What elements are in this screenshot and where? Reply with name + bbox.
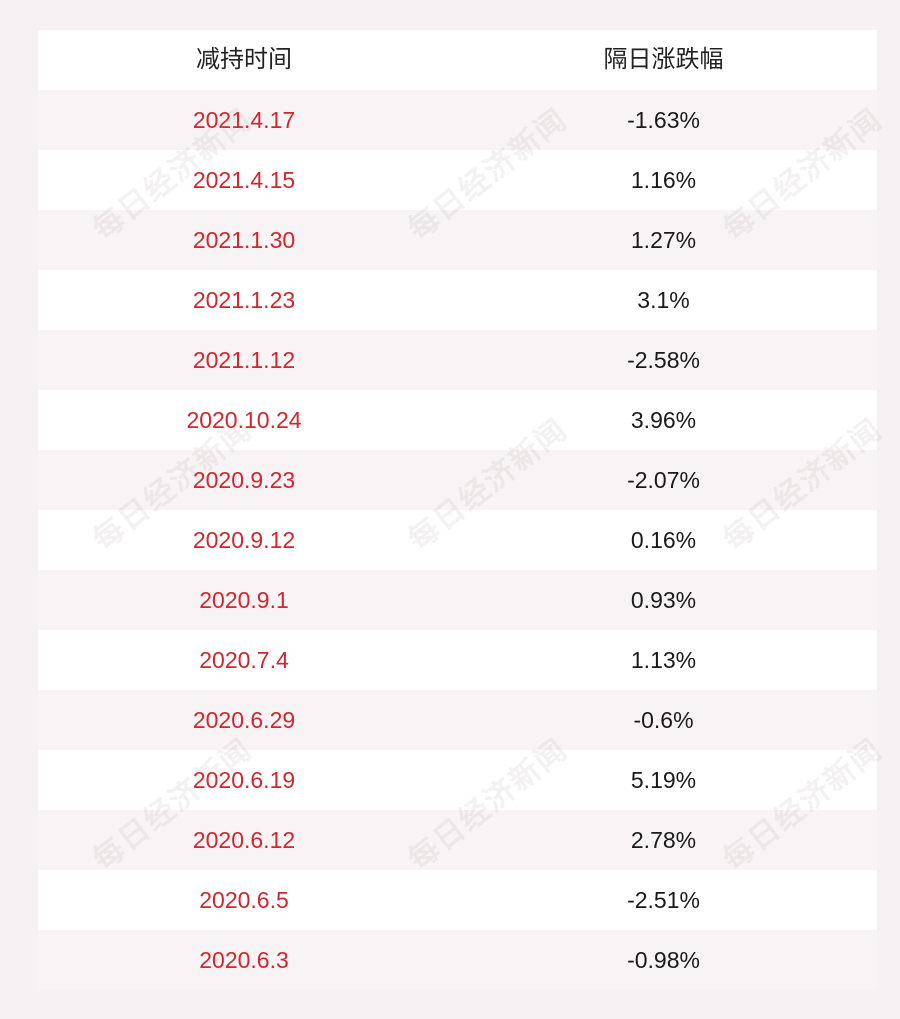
- reduction-date: 2020.9.1: [199, 587, 289, 613]
- table-row: 2020.9.1 0.93%: [38, 570, 877, 630]
- next-day-change: 3.1%: [637, 287, 690, 313]
- next-day-change: -1.63%: [627, 107, 700, 133]
- reduction-date: 2020.6.12: [192, 827, 296, 853]
- next-day-change: 5.19%: [630, 767, 697, 793]
- next-day-change: 1.27%: [630, 227, 697, 253]
- next-day-change: -2.07%: [627, 467, 700, 493]
- next-day-change: -2.51%: [627, 887, 700, 913]
- next-day-change: 3.96%: [630, 407, 697, 433]
- table-row: 2020.6.19 5.19%: [38, 750, 877, 810]
- table-row: 2020.6.3 -0.98%: [38, 930, 877, 990]
- table-row: 2021.1.30 1.27%: [38, 210, 877, 270]
- next-day-change: -0.6%: [633, 707, 694, 733]
- next-day-change: -2.58%: [627, 347, 700, 373]
- reduction-date: 2021.4.17: [192, 107, 296, 133]
- next-day-change: 1.16%: [630, 167, 697, 193]
- next-day-change: 1.13%: [630, 647, 697, 673]
- header-next-day-change: 隔日涨跌幅: [603, 46, 724, 73]
- table-row: 2020.6.5 -2.51%: [38, 870, 877, 930]
- next-day-change: 0.93%: [630, 587, 697, 613]
- reduction-table: 减持时间 隔日涨跌幅 2021.4.17 -1.63% 2021.4.15 1.16%…: [38, 30, 877, 990]
- table-row: 2020.7.4 1.13%: [38, 630, 877, 690]
- reduction-date: 2021.1.30: [192, 227, 296, 253]
- reduction-date: 2021.1.12: [192, 347, 296, 373]
- reduction-date: 2020.9.12: [192, 527, 296, 553]
- reduction-date: 2020.7.4: [199, 647, 289, 673]
- reduction-date: 2020.6.29: [192, 707, 296, 733]
- reduction-date: 2020.10.24: [186, 407, 302, 433]
- table-row: 2021.1.12 -2.58%: [38, 330, 877, 390]
- next-day-change: -0.98%: [627, 947, 700, 973]
- reduction-date: 2021.1.23: [192, 287, 296, 313]
- table-row: 2020.10.24 3.96%: [38, 390, 877, 450]
- header-reduction-date: 减持时间: [196, 46, 292, 73]
- next-day-change: 2.78%: [630, 827, 697, 853]
- table-row: 2021.4.15 1.16%: [38, 150, 877, 210]
- table-body: 2021.4.17 -1.63% 2021.4.15 1.16% 2021.1.30 1.…: [38, 90, 877, 990]
- table-header: 减持时间 隔日涨跌幅: [38, 30, 877, 90]
- table-row: 2021.4.17 -1.63%: [38, 90, 877, 150]
- table-row: 2020.9.12 0.16%: [38, 510, 877, 570]
- table-row: 2020.6.29 -0.6%: [38, 690, 877, 750]
- table-row: 2021.1.23 3.1%: [38, 270, 877, 330]
- reduction-date: 2020.9.23: [192, 467, 296, 493]
- reduction-date: 2020.6.3: [199, 947, 289, 973]
- reduction-date: 2021.4.15: [192, 167, 296, 193]
- reduction-date: 2020.6.19: [192, 767, 296, 793]
- table-row: 2020.9.23 -2.07%: [38, 450, 877, 510]
- reduction-date: 2020.6.5: [199, 887, 289, 913]
- table-row: 2020.6.12 2.78%: [38, 810, 877, 870]
- next-day-change: 0.16%: [630, 527, 697, 553]
